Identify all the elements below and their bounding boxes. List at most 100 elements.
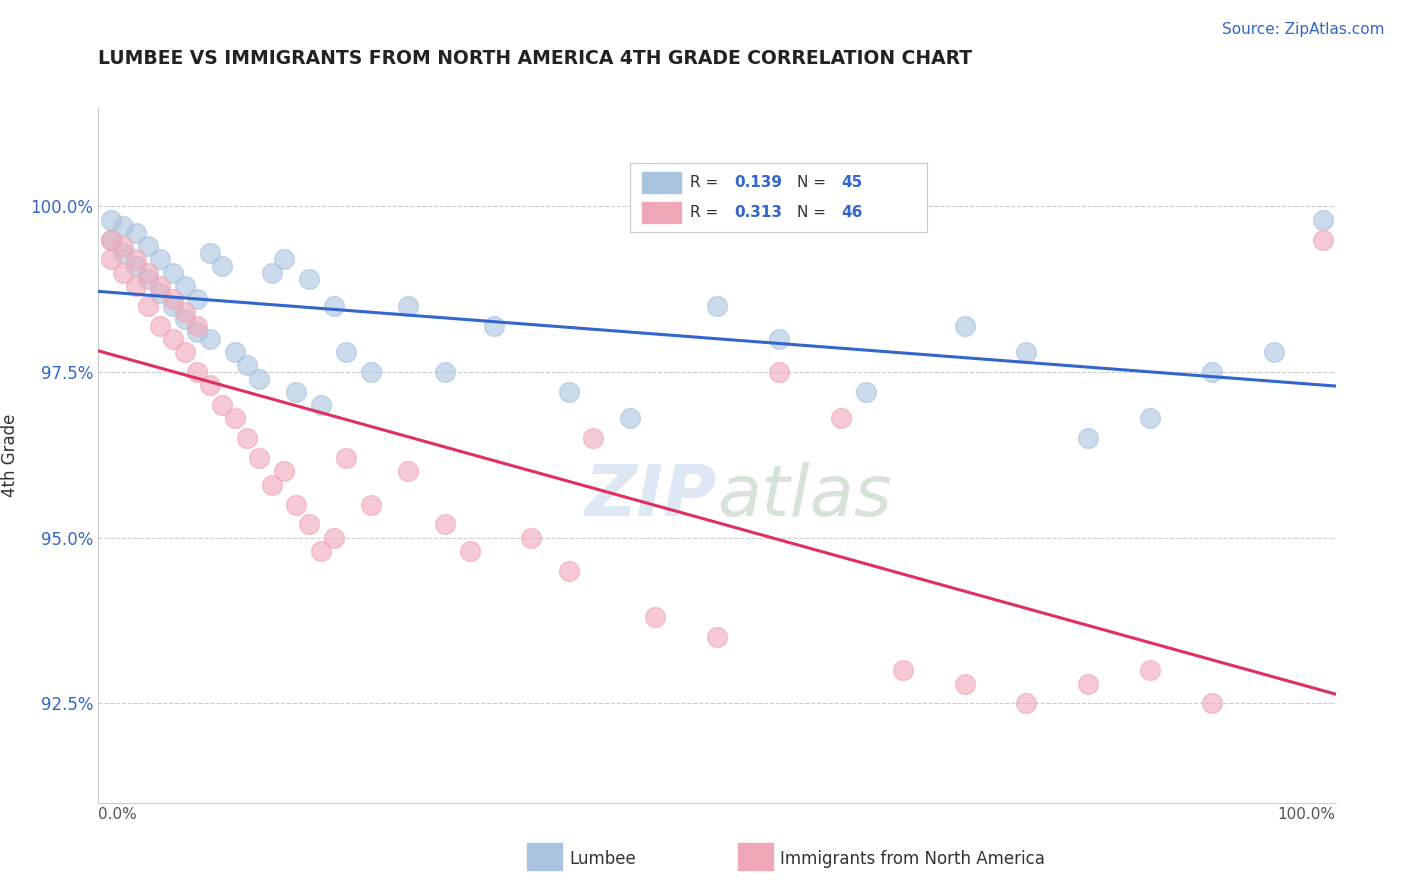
Point	[198, 378, 221, 392]
Point	[644, 610, 666, 624]
Text: N =: N =	[797, 205, 831, 220]
Point	[162, 332, 184, 346]
Point	[891, 663, 914, 677]
Point	[162, 292, 184, 306]
Point	[768, 365, 790, 379]
Point	[247, 372, 270, 386]
Point	[174, 312, 197, 326]
Point	[186, 318, 208, 333]
Text: 100.0%: 100.0%	[1278, 807, 1336, 822]
Point	[100, 233, 122, 247]
Point	[112, 266, 135, 280]
Point	[706, 299, 728, 313]
Point	[582, 431, 605, 445]
Point	[112, 245, 135, 260]
Point	[162, 266, 184, 280]
Point	[124, 252, 146, 267]
Point	[149, 318, 172, 333]
Point	[236, 359, 259, 373]
Text: Lumbee: Lumbee	[569, 850, 636, 868]
Point	[224, 411, 246, 425]
Point	[360, 365, 382, 379]
Text: Source: ZipAtlas.com: Source: ZipAtlas.com	[1222, 22, 1385, 37]
Point	[309, 398, 332, 412]
Point	[100, 233, 122, 247]
Point	[396, 465, 419, 479]
Point	[124, 279, 146, 293]
Text: 0.139: 0.139	[734, 175, 782, 190]
Point	[458, 544, 481, 558]
Point	[136, 239, 159, 253]
Point	[273, 465, 295, 479]
Point	[260, 266, 283, 280]
Point	[953, 318, 976, 333]
Point	[1015, 697, 1038, 711]
Point	[136, 266, 159, 280]
Point	[285, 498, 308, 512]
Point	[619, 411, 641, 425]
Point	[484, 318, 506, 333]
Point	[198, 332, 221, 346]
Bar	[643, 172, 681, 193]
Point	[149, 252, 172, 267]
Point	[1139, 411, 1161, 425]
Point	[953, 676, 976, 690]
Text: LUMBEE VS IMMIGRANTS FROM NORTH AMERICA 4TH GRADE CORRELATION CHART: LUMBEE VS IMMIGRANTS FROM NORTH AMERICA …	[98, 49, 973, 68]
Point	[1263, 345, 1285, 359]
Text: N =: N =	[797, 175, 831, 190]
Point	[211, 259, 233, 273]
Text: R =: R =	[690, 175, 723, 190]
Bar	[643, 202, 681, 223]
Point	[186, 292, 208, 306]
Point	[360, 498, 382, 512]
Point	[198, 245, 221, 260]
Point	[1312, 212, 1334, 227]
Text: 46: 46	[841, 205, 863, 220]
Point	[768, 332, 790, 346]
Point	[298, 517, 321, 532]
Point	[247, 451, 270, 466]
Point	[520, 531, 543, 545]
Y-axis label: 4th Grade: 4th Grade	[1, 413, 20, 497]
Text: 0.313: 0.313	[734, 205, 782, 220]
Point	[149, 285, 172, 300]
Point	[211, 398, 233, 412]
Text: 0.0%: 0.0%	[98, 807, 138, 822]
Point	[1077, 431, 1099, 445]
Text: 45: 45	[841, 175, 862, 190]
Point	[1015, 345, 1038, 359]
Point	[1201, 365, 1223, 379]
Point	[322, 531, 344, 545]
Point	[186, 365, 208, 379]
Point	[322, 299, 344, 313]
Point	[396, 299, 419, 313]
Text: ZIP: ZIP	[585, 462, 717, 531]
Point	[557, 384, 579, 399]
Point	[100, 252, 122, 267]
Point	[433, 517, 456, 532]
Point	[557, 564, 579, 578]
Point	[124, 226, 146, 240]
Point	[433, 365, 456, 379]
Point	[186, 326, 208, 340]
Text: R =: R =	[690, 205, 723, 220]
Point	[855, 384, 877, 399]
Point	[124, 259, 146, 273]
Point	[162, 299, 184, 313]
Point	[1312, 233, 1334, 247]
Point	[260, 477, 283, 491]
Point	[285, 384, 308, 399]
Point	[224, 345, 246, 359]
Point	[100, 212, 122, 227]
Point	[309, 544, 332, 558]
Point	[335, 345, 357, 359]
Point	[298, 272, 321, 286]
Point	[335, 451, 357, 466]
Point	[174, 345, 197, 359]
Point	[136, 299, 159, 313]
Point	[1139, 663, 1161, 677]
Point	[136, 272, 159, 286]
Point	[112, 219, 135, 234]
Point	[174, 305, 197, 319]
Point	[1201, 697, 1223, 711]
